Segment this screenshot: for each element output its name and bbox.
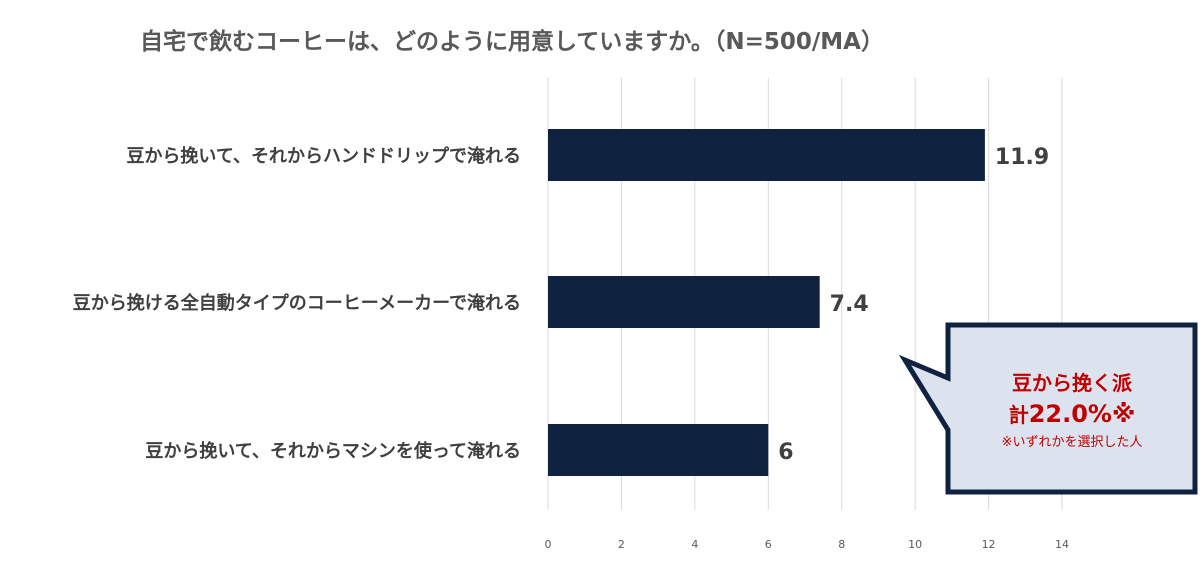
x-tick-label: 4 [691,538,698,551]
bars-layer [548,129,985,476]
callout-note: ※いずれかを選択した人 [1002,435,1143,450]
x-tick-label: 8 [838,538,845,551]
bar [548,129,985,181]
callout-total-prefix: 計 [1009,403,1029,427]
category-label: 豆から挽いて、それからマシンを使って淹れる [145,440,521,462]
bar [548,276,820,328]
x-tick-label: 2 [618,538,625,551]
chart-title: 自宅で飲むコーヒーは、どのように用意していますか。（N=500/MA） [140,29,884,55]
ticks-layer: 0 2 4 6 8 10 12 14 [545,538,1070,551]
data-label: 6 [778,440,793,465]
callout-total-value: 22.0%※ [1029,400,1136,428]
callout-headline: 豆から挽く派 [1012,371,1133,395]
x-tick-label: 6 [765,538,772,551]
callout-total: 計22.0%※ [1009,400,1136,428]
x-tick-label: 12 [982,538,996,551]
x-tick-label: 10 [908,538,922,551]
data-label: 11.9 [995,145,1049,170]
callout-bubble [898,322,1198,495]
callout: 豆から挽く派 計22.0%※ ※いずれかを選択した人 [898,322,1198,495]
x-tick-label: 14 [1055,538,1069,551]
x-tick-label: 0 [545,538,552,551]
category-label: 豆から挽いて、それからハンドドリップで淹れる [126,145,521,167]
category-label: 豆から挽ける全自動タイプのコーヒーメーカーで淹れる [73,292,521,314]
bar [548,424,769,476]
labels-layer: 豆から挽いて、それからハンドドリップで淹れる 11.9 豆から挽ける全自動タイプのコ… [73,145,1049,465]
data-label: 7.4 [830,292,869,317]
